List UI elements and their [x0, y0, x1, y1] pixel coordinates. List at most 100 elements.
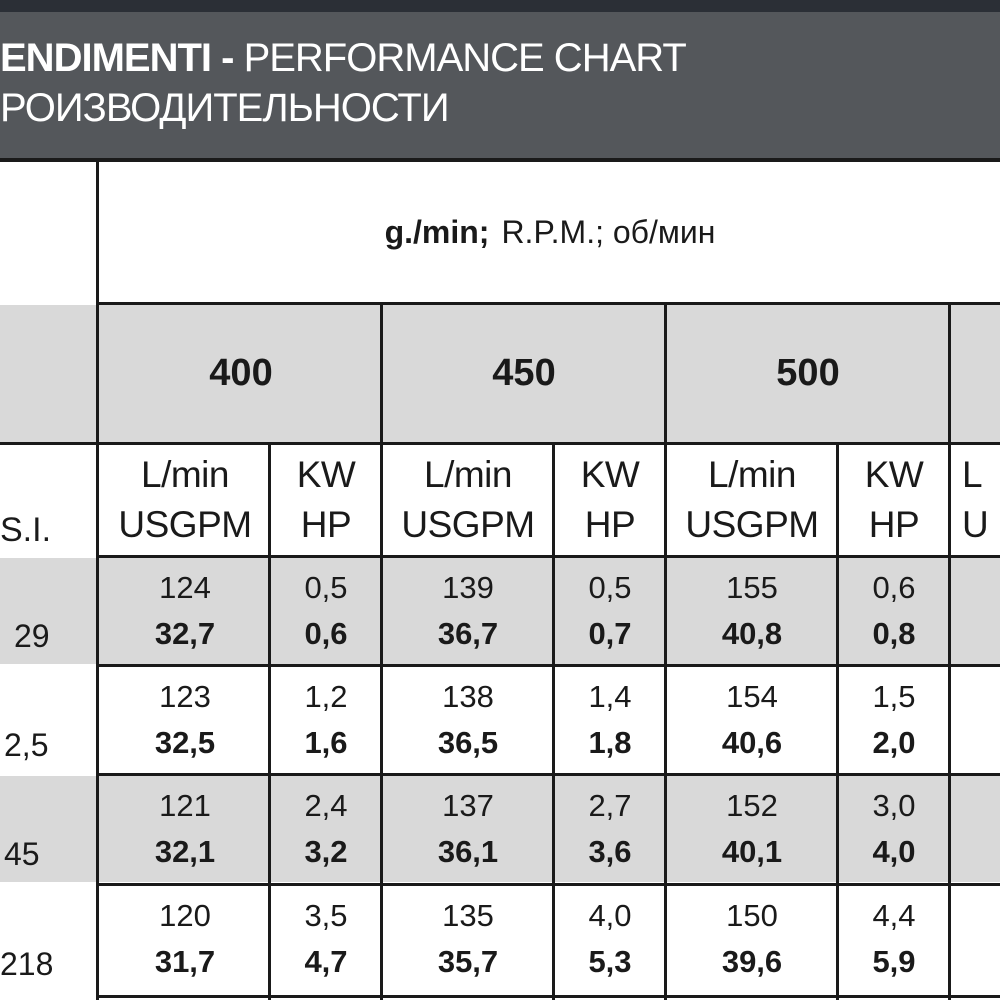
- grid-line: [268, 442, 271, 1000]
- header-divider: [0, 158, 1000, 162]
- header-title-russian: РОИЗВОДИТЕЛЬНОСТИ: [0, 86, 450, 130]
- grid-line: [664, 302, 667, 1000]
- unit-power-450: KW HP: [554, 445, 666, 555]
- header-title-bold: ENDIMENTI -: [0, 36, 234, 80]
- cell-secondary-value: 5,3: [588, 944, 632, 979]
- row-pressure-value: 218: [0, 946, 54, 982]
- table-cell: 137 36,1: [382, 776, 554, 882]
- table-row: [0, 776, 1000, 882]
- unit-usgpm: USGPM: [118, 504, 252, 545]
- unit-lmin: L/min: [141, 454, 229, 495]
- table-cell: 4,4 5,9: [838, 886, 950, 992]
- unit-hp: HP: [868, 504, 920, 545]
- unit-hp: HP: [300, 504, 352, 545]
- table-row: [0, 886, 1000, 992]
- cell-secondary-value: 40,6: [721, 725, 783, 760]
- grid-line: [552, 442, 555, 1000]
- grid-line: [96, 302, 1000, 305]
- pressure-unit-label: S.I.: [0, 511, 52, 549]
- table-cell: 1,5 2,0: [838, 667, 950, 773]
- grid-line: [836, 442, 839, 1000]
- unit-usgpm: USGPM: [401, 504, 535, 545]
- cell-primary-value: 135: [442, 898, 494, 933]
- cell-primary-value: 137: [442, 788, 494, 823]
- cell-primary-value: 2,7: [588, 788, 632, 823]
- cell-primary-value: 138: [442, 679, 494, 714]
- table-cell: 123 32,5: [100, 667, 270, 773]
- cell-primary-value: 120: [159, 898, 211, 933]
- table-cell: 154 40,6: [666, 667, 838, 773]
- table-cell: 1,4 1,8: [554, 667, 666, 773]
- cell-secondary-value: 39,6: [721, 944, 783, 979]
- cell-primary-value: 150: [726, 898, 778, 933]
- table-cell: 2,7 3,6: [554, 776, 666, 882]
- row-pressure-value: 29: [14, 618, 50, 654]
- grid-line: [96, 555, 1000, 558]
- unit-hp: HP: [584, 504, 636, 545]
- cell-primary-value: 3,5: [304, 898, 348, 933]
- row-pressure-value: 45: [4, 836, 40, 872]
- grid-line: [96, 773, 1000, 776]
- table-cell: 3,5 4,7: [270, 886, 382, 992]
- grid-line: [96, 995, 1000, 998]
- cell-secondary-value: 40,8: [721, 616, 783, 651]
- table-row: [0, 558, 1000, 664]
- cell-primary-value: 124: [159, 570, 211, 605]
- table-cell: 0,5 0,6: [270, 558, 382, 664]
- table-cell: 138 36,5: [382, 667, 554, 773]
- grid-line: [96, 664, 1000, 667]
- speed-450: 450: [492, 352, 556, 394]
- table-cell: 135 35,7: [382, 886, 554, 992]
- cell-secondary-value: 0,7: [588, 616, 632, 651]
- cell-secondary-value: 31,7: [154, 944, 216, 979]
- cell-secondary-value: 1,6: [304, 725, 348, 760]
- cell-primary-value: 0,5: [588, 570, 632, 605]
- cell-secondary-value: 5,9: [872, 944, 916, 979]
- unit-usgpm-cut: U: [962, 504, 989, 545]
- table-row: [0, 667, 1000, 773]
- unit-flow-cut: L U: [962, 445, 1000, 555]
- cell-secondary-value: 4,0: [872, 834, 916, 869]
- top-left-cell: [0, 162, 96, 302]
- rpm-label-text: R.P.M.; об/мин: [501, 213, 716, 250]
- table-cell: 120 31,7: [100, 886, 270, 992]
- cell-primary-value: 0,6: [872, 570, 916, 605]
- cell-primary-value: 1,4: [588, 679, 632, 714]
- unit-flow-400: L/min USGPM: [100, 445, 270, 555]
- cell-primary-value: 121: [159, 788, 211, 823]
- speed-500: 500: [776, 352, 840, 394]
- cell-secondary-value: 35,7: [437, 944, 499, 979]
- table-cell: 139 36,7: [382, 558, 554, 664]
- unit-kw: KW: [864, 454, 924, 495]
- cell-secondary-value: 3,2: [304, 834, 348, 869]
- grid-line: [380, 302, 383, 1000]
- header-title-english: PERFORMANCE CHART: [243, 36, 687, 80]
- unit-lmin: L/min: [424, 454, 512, 495]
- table-header-banner: ENDIMENTI - PERFORMANCE CHART РОИЗВОДИТЕ…: [0, 12, 1000, 158]
- cell-secondary-value: 0,6: [304, 616, 348, 651]
- table-cell: 124 32,7: [100, 558, 270, 664]
- cell-primary-value: 155: [726, 570, 778, 605]
- unit-usgpm: USGPM: [685, 504, 819, 545]
- unit-kw: KW: [296, 454, 356, 495]
- cell-primary-value: 3,0: [872, 788, 916, 823]
- table-cell: 3,0 4,0: [838, 776, 950, 882]
- cell-primary-value: 0,5: [304, 570, 348, 605]
- unit-flow-450: L/min USGPM: [382, 445, 554, 555]
- table-cell: 2,4 3,2: [270, 776, 382, 882]
- cell-secondary-value: 3,6: [588, 834, 632, 869]
- table-cell: 4,0 5,3: [554, 886, 666, 992]
- table-cell: 121 32,1: [100, 776, 270, 882]
- unit-lmin: L/min: [708, 454, 796, 495]
- cell-primary-value: 139: [442, 570, 494, 605]
- cell-secondary-value: 1,8: [588, 725, 632, 760]
- row-pressure-value: 2,5: [4, 727, 49, 763]
- table-cell: 1,2 1,6: [270, 667, 382, 773]
- table-cell: 0,6 0,8: [838, 558, 950, 664]
- cell-secondary-value: 32,1: [154, 834, 216, 869]
- cell-secondary-value: 36,5: [437, 725, 499, 760]
- cell-secondary-value: 36,7: [437, 616, 499, 651]
- unit-power-400: KW HP: [270, 445, 382, 555]
- cell-primary-value: 152: [726, 788, 778, 823]
- cell-primary-value: 123: [159, 679, 211, 714]
